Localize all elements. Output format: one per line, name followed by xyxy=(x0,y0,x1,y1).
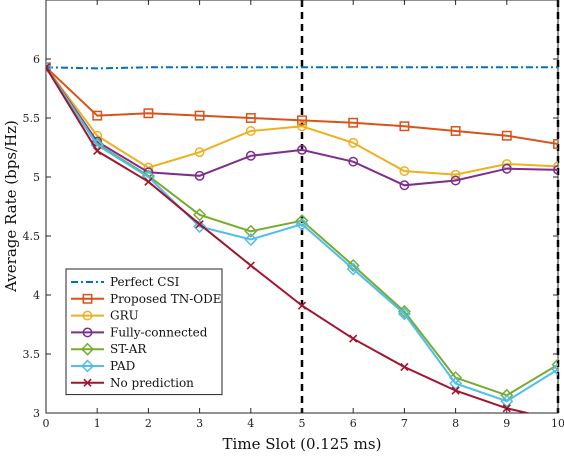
x-marker xyxy=(83,378,92,387)
x-marker xyxy=(46,63,51,72)
x-marker xyxy=(297,301,307,310)
y-tick-label: 5.5 xyxy=(23,112,41,125)
diamond-marker xyxy=(244,224,258,238)
series-line xyxy=(46,66,558,187)
circle-marker xyxy=(450,175,461,186)
series-line xyxy=(46,66,558,403)
vertical-markers xyxy=(300,0,560,413)
legend-label: ST-AR xyxy=(110,342,147,356)
x-tick-label: 3 xyxy=(196,417,203,430)
series-line xyxy=(46,66,558,145)
diamond-marker xyxy=(244,233,258,247)
diamond-marker xyxy=(449,376,463,391)
square-marker xyxy=(297,115,307,126)
circle-marker xyxy=(553,164,558,175)
series-proposed-tn-ode xyxy=(46,62,558,149)
legend-label: Fully-connected xyxy=(110,325,208,339)
x-axis-label: Time Slot (0.125 ms) xyxy=(223,435,382,453)
x-tick-label: 1 xyxy=(94,417,101,430)
circle-marker xyxy=(245,126,256,136)
x-marker xyxy=(246,261,255,270)
circle-marker xyxy=(348,137,359,148)
x-marker xyxy=(144,177,153,186)
circle-marker xyxy=(82,310,93,321)
x-tick-label: 0 xyxy=(43,417,50,430)
x-tick-label: 9 xyxy=(503,417,510,430)
x-tick-label: 8 xyxy=(452,417,459,430)
diamond-marker xyxy=(500,394,514,408)
y-tick-label: 4 xyxy=(33,289,40,302)
square-marker xyxy=(553,139,558,149)
x-marker xyxy=(349,334,358,343)
circle-marker xyxy=(245,150,256,161)
x-marker xyxy=(400,362,409,372)
diamond-marker xyxy=(80,342,95,356)
x-tick-label: 4 xyxy=(247,417,254,430)
x-tick-label: 7 xyxy=(401,417,408,430)
circle-marker xyxy=(194,147,205,158)
circle-marker xyxy=(82,327,93,338)
series-gru xyxy=(46,62,558,180)
square-marker xyxy=(92,110,103,121)
series-fully-connected xyxy=(46,62,558,191)
y-tick-label: 5 xyxy=(33,171,40,184)
diamond-marker xyxy=(551,358,558,372)
y-axis: 3 3.5 4 4.5 5 5.5 6 xyxy=(23,53,558,420)
square-marker xyxy=(82,293,93,304)
legend-label: Perfect CSI xyxy=(110,275,180,289)
x-marker xyxy=(195,220,204,229)
legend-label: No prediction xyxy=(110,376,194,390)
x-marker xyxy=(451,386,460,395)
square-marker xyxy=(399,121,410,132)
circle-marker xyxy=(399,180,410,191)
diamond-marker xyxy=(551,362,558,376)
y-axis-label: Average Rate (bps/Hz) xyxy=(2,120,20,293)
circle-marker xyxy=(450,169,461,180)
diamond-marker xyxy=(295,214,309,228)
circle-marker xyxy=(46,62,51,73)
x-axis: 0 1 2 3 4 5 6 7 8 9 10 xyxy=(43,0,564,430)
circle-marker xyxy=(348,156,359,167)
legend-label: GRU xyxy=(110,309,139,323)
circle-marker xyxy=(553,161,558,172)
circle-marker xyxy=(297,121,307,132)
square-marker xyxy=(245,113,256,123)
x-tick-label: 10 xyxy=(551,417,564,430)
square-marker xyxy=(348,117,359,128)
diamond-marker xyxy=(346,258,360,273)
square-marker xyxy=(194,110,205,121)
x-marker xyxy=(93,146,102,156)
y-tick-label: 4.5 xyxy=(23,230,41,243)
diamond-marker xyxy=(80,359,95,373)
circle-marker xyxy=(194,170,205,181)
x-tick-label: 2 xyxy=(145,417,152,430)
circle-marker xyxy=(297,144,307,155)
series-line xyxy=(46,66,558,70)
diamond-marker xyxy=(295,217,309,231)
y-tick-label: 3.5 xyxy=(23,348,41,361)
series-no-prediction xyxy=(46,63,532,413)
legend-label: PAD xyxy=(110,359,135,373)
circle-marker xyxy=(501,163,512,174)
circle-marker xyxy=(399,166,410,177)
square-marker xyxy=(143,108,154,119)
diamond-marker xyxy=(46,60,53,74)
legend: Perfect CSI Proposed TN-ODE GRU Fully-conne… xyxy=(65,268,223,396)
y-tick-label: 6 xyxy=(33,53,40,66)
legend-label: Proposed TN-ODE xyxy=(110,292,221,306)
square-marker xyxy=(450,126,461,136)
square-marker xyxy=(501,130,512,141)
y-tick-label: 3 xyxy=(33,407,40,420)
series-perfect-csi xyxy=(46,66,558,70)
x-tick-label: 6 xyxy=(350,417,357,430)
x-tick-label: 5 xyxy=(299,417,306,430)
series-group xyxy=(46,60,558,413)
diamond-marker xyxy=(397,307,411,321)
diamond-marker xyxy=(346,262,360,276)
diamond-marker xyxy=(193,220,207,234)
series-line xyxy=(46,66,558,176)
